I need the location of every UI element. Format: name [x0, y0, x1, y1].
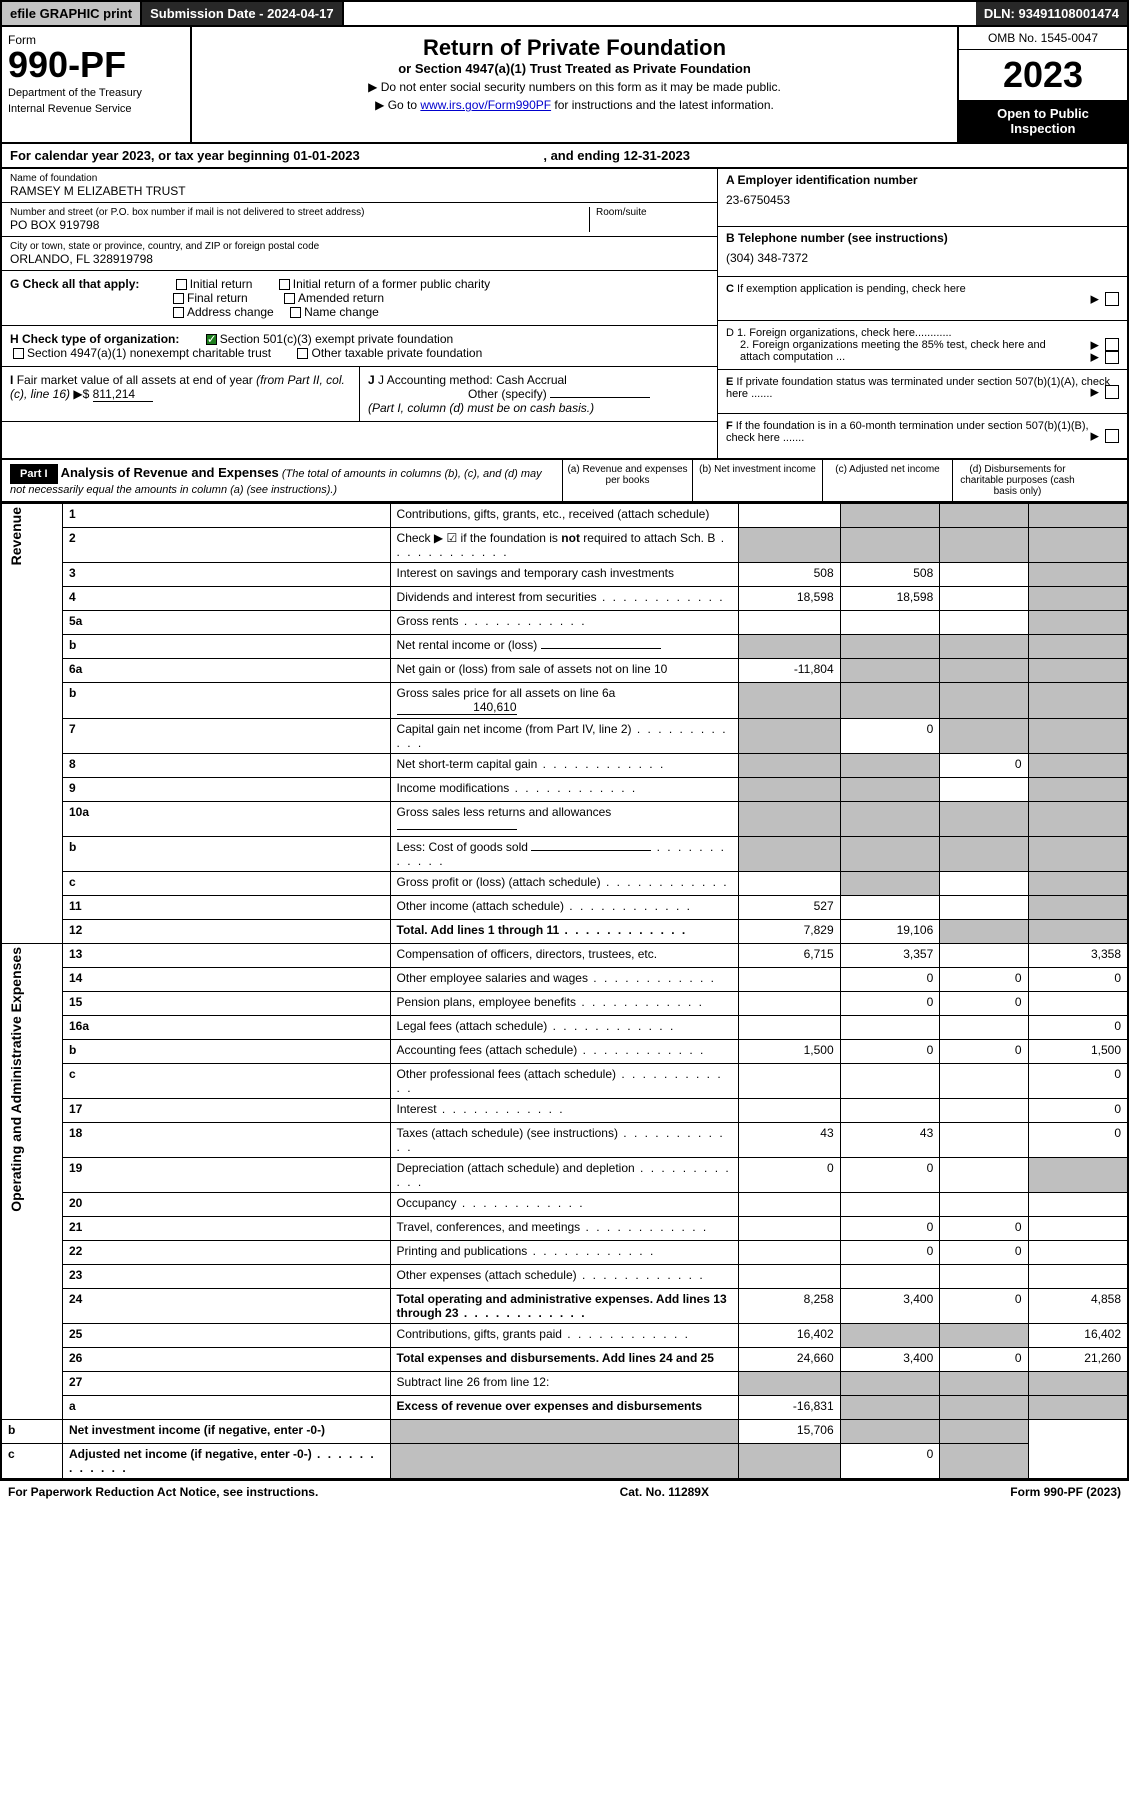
ein-value: 23-6750453 [726, 193, 1119, 207]
name-change-cb[interactable] [290, 307, 301, 318]
efile-button[interactable]: efile GRAPHIC print [2, 2, 142, 25]
addr-label: Number and street (or P.O. box number if… [10, 207, 589, 218]
e-checkbox[interactable] [1105, 385, 1119, 399]
form-ref: Form 990-PF (2023) [1010, 1485, 1121, 1499]
tel-value: (304) 348-7372 [726, 251, 1119, 265]
open-public: Open to Public Inspection [959, 100, 1127, 142]
g-section: G Check all that apply: Initial return I… [2, 271, 717, 326]
city-value: ORLANDO, FL 328919798 [10, 252, 709, 266]
submission-date: Submission Date - 2024-04-17 [142, 2, 344, 25]
col-b-header: (b) Net investment income [692, 460, 822, 501]
page-footer: For Paperwork Reduction Act Notice, see … [0, 1480, 1129, 1503]
calendar-year: For calendar year 2023, or tax year begi… [0, 144, 1129, 169]
c-text: If exemption application is pending, che… [737, 283, 966, 295]
h-section: H Check type of organization: Section 50… [2, 326, 717, 367]
name-label: Name of foundation [10, 173, 709, 184]
initial-return-cb[interactable] [176, 279, 187, 290]
info-section: Name of foundationRAMSEY M ELIZABETH TRU… [0, 169, 1129, 460]
ein-label: A Employer identification number [726, 173, 918, 187]
tax-year: 2023 [959, 50, 1127, 100]
form-number: 990-PF [8, 47, 184, 83]
room-label: Room/suite [596, 207, 709, 218]
e-text: If private foundation status was termina… [726, 376, 1110, 400]
other-taxable-cb[interactable] [297, 348, 308, 359]
part1-header: Part I Analysis of Revenue and Expenses … [0, 460, 1129, 503]
form-header: Form 990-PF Department of the Treasury I… [0, 27, 1129, 144]
part1-label: Part I [10, 464, 58, 484]
dept-treasury: Department of the Treasury [8, 87, 184, 99]
d2-text: 2. Foreign organizations meeting the 85%… [740, 339, 1050, 363]
final-return-cb[interactable] [173, 293, 184, 304]
irs-label: Internal Revenue Service [8, 103, 184, 115]
col-c-header: (c) Adjusted net income [822, 460, 952, 501]
tel-label: B Telephone number (see instructions) [726, 231, 948, 245]
top-bar: efile GRAPHIC print Submission Date - 20… [0, 0, 1129, 27]
c-checkbox[interactable] [1105, 292, 1119, 306]
address-change-cb[interactable] [173, 307, 184, 318]
initial-former-cb[interactable] [279, 279, 290, 290]
f-text: If the foundation is in a 60-month termi… [726, 420, 1089, 444]
address: PO BOX 919798 [10, 218, 589, 232]
revenue-expense-table: Revenue1Contributions, gifts, grants, et… [0, 503, 1129, 1480]
instruction-2: ▶ Go to www.irs.gov/Form990PF for instru… [200, 98, 949, 112]
amended-cb[interactable] [284, 293, 295, 304]
i-label: Fair market value of all assets at end o… [10, 373, 345, 401]
omb-number: OMB No. 1545-0047 [959, 27, 1127, 50]
foundation-name: RAMSEY M ELIZABETH TRUST [10, 184, 709, 198]
j-note: (Part I, column (d) must be on cash basi… [368, 401, 594, 415]
d1-text: D 1. Foreign organizations, check here..… [726, 327, 952, 339]
col-a-header: (a) Revenue and expenses per books [562, 460, 692, 501]
city-label: City or town, state or province, country… [10, 241, 709, 252]
501c3-cb[interactable] [206, 334, 217, 345]
form-subtitle: or Section 4947(a)(1) Trust Treated as P… [200, 61, 949, 76]
cat-no: Cat. No. 11289X [620, 1485, 709, 1499]
form-title: Return of Private Foundation [200, 35, 949, 61]
paperwork-notice: For Paperwork Reduction Act Notice, see … [8, 1485, 318, 1499]
4947-cb[interactable] [13, 348, 24, 359]
irs-link[interactable]: www.irs.gov/Form990PF [420, 98, 551, 112]
instruction-1: ▶ Do not enter social security numbers o… [200, 80, 949, 94]
col-d-header: (d) Disbursements for charitable purpose… [952, 460, 1082, 501]
f-checkbox[interactable] [1105, 429, 1119, 443]
d2-checkbox[interactable] [1105, 350, 1119, 364]
dln: DLN: 93491108001474 [976, 2, 1127, 25]
